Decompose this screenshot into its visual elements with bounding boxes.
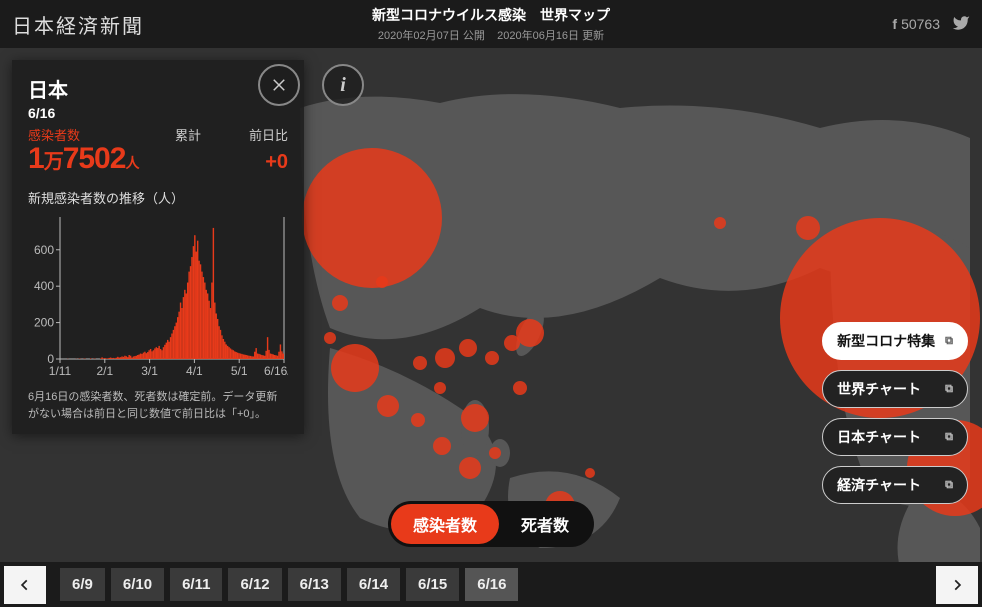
chevron-right-icon — [950, 578, 964, 592]
timeline-date[interactable]: 6/13 — [288, 568, 341, 601]
map-hotspot[interactable] — [459, 457, 481, 479]
facebook-share[interactable]: f 50763 — [892, 16, 940, 32]
map-hotspot[interactable] — [485, 351, 499, 365]
timeline-date[interactable]: 6/12 — [228, 568, 281, 601]
label-diff: 前日比 — [228, 125, 288, 144]
svg-text:600: 600 — [34, 243, 54, 257]
twitter-icon[interactable] — [952, 14, 970, 35]
side-nav-button[interactable]: 日本チャート⧉ — [822, 418, 968, 456]
header-center: 新型コロナウイルス感染 世界マップ 2020年02月07日 公開 2020年06… — [372, 5, 610, 43]
facebook-icon: f — [892, 16, 897, 32]
timeline-date[interactable]: 6/10 — [111, 568, 164, 601]
header-social: f 50763 — [892, 14, 970, 35]
timeline-next[interactable] — [936, 566, 978, 604]
facebook-count: 50763 — [901, 16, 940, 32]
map-hotspot[interactable] — [461, 404, 489, 432]
map-hotspot[interactable] — [377, 395, 399, 417]
num-prefix: 1 — [28, 142, 44, 175]
toggle-infected[interactable]: 感染者数 — [391, 504, 499, 544]
num-man: 万 — [44, 151, 63, 173]
side-nav-button[interactable]: 経済チャート⧉ — [822, 466, 968, 504]
map-hotspot[interactable] — [434, 382, 446, 394]
chevron-left-icon — [18, 578, 32, 592]
updated-date: 2020年06月16日 更新 — [497, 30, 604, 42]
info-icon: i — [340, 74, 346, 97]
num-rest: 7502 — [63, 142, 126, 175]
infected-diff: +0 — [265, 151, 288, 174]
close-button[interactable] — [258, 64, 300, 106]
timeline-date[interactable]: 6/11 — [170, 568, 222, 601]
side-nav-button[interactable]: 新型コロナ特集⧉ — [822, 322, 968, 360]
map-hotspot[interactable] — [411, 413, 425, 427]
side-nav-button[interactable]: 世界チャート⧉ — [822, 370, 968, 408]
svg-text:1/11: 1/11 — [49, 364, 72, 378]
metric-toggle: 感染者数 死者数 — [388, 501, 594, 547]
page-title: 新型コロナウイルス感染 世界マップ — [372, 5, 610, 25]
new-cases-chart: 02004006001/112/13/14/15/16/16/16 — [28, 211, 288, 381]
info-button[interactable]: i — [322, 64, 364, 106]
map-hotspot[interactable] — [324, 332, 336, 344]
external-link-icon: ⧉ — [945, 383, 953, 396]
map-hotspot[interactable] — [504, 335, 520, 351]
side-nav: 新型コロナ特集⧉ 世界チャート⧉ 日本チャート⧉ 経済チャート⧉ — [822, 322, 968, 504]
timeline-date[interactable]: 6/14 — [347, 568, 400, 601]
map-hotspot[interactable] — [332, 295, 348, 311]
panel-footnote: 6月16日の感染者数、死者数は確定前。データ更新がない場合は前日と同じ数値で前日… — [28, 389, 288, 422]
svg-text:3/1: 3/1 — [141, 364, 158, 378]
map-hotspot[interactable] — [585, 468, 595, 478]
external-link-icon: ⧉ — [945, 479, 953, 492]
panel-date: 6/16 — [28, 105, 288, 121]
map-hotspot[interactable] — [302, 148, 442, 288]
map-hotspot[interactable] — [433, 437, 451, 455]
published-date: 2020年02月07日 公開 — [378, 30, 485, 42]
page-subtitle: 2020年02月07日 公開 2020年06月16日 更新 — [372, 27, 610, 43]
top-bar: 日本経済新聞 新型コロナウイルス感染 世界マップ 2020年02月07日 公開 … — [0, 0, 982, 48]
timeline-dates: 6/96/106/116/126/136/146/156/16 — [60, 568, 518, 601]
timeline-date[interactable]: 6/15 — [406, 568, 459, 601]
map-hotspot[interactable] — [489, 447, 501, 459]
map-hotspot[interactable] — [516, 319, 544, 347]
svg-text:4/1: 4/1 — [186, 364, 203, 378]
timeline-date[interactable]: 6/9 — [60, 568, 105, 601]
map-hotspot[interactable] — [435, 348, 455, 368]
infected-total: 1万7502人 — [28, 142, 138, 176]
svg-text:2/1: 2/1 — [96, 364, 113, 378]
map-hotspot[interactable] — [331, 344, 379, 392]
close-icon — [270, 76, 288, 94]
date-timeline: 6/96/106/116/126/136/146/156/16 — [0, 562, 982, 607]
map-hotspot[interactable] — [376, 276, 388, 288]
map-hotspot[interactable] — [796, 216, 820, 240]
external-link-icon: ⧉ — [945, 335, 953, 348]
map-hotspot[interactable] — [714, 217, 726, 229]
svg-text:400: 400 — [34, 279, 54, 293]
label-cumulative: 累計 — [148, 125, 228, 144]
chart-title: 新規感染者数の推移（人） — [28, 188, 288, 207]
map-hotspot[interactable] — [513, 381, 527, 395]
svg-text:200: 200 — [34, 316, 54, 330]
svg-text:6/16/16: 6/16/16 — [264, 364, 288, 378]
timeline-date[interactable]: 6/16 — [465, 568, 518, 601]
country-name: 日本 — [28, 74, 288, 103]
map-hotspot[interactable] — [413, 356, 427, 370]
num-unit: 人 — [125, 155, 138, 171]
country-info-panel: 日本 6/16 感染者数 累計 前日比 1万7502人 +0 新規感染者数の推移… — [12, 60, 304, 434]
map-hotspot[interactable] — [459, 339, 477, 357]
toggle-deaths[interactable]: 死者数 — [499, 504, 591, 544]
logo[interactable]: 日本経済新聞 — [12, 10, 144, 39]
svg-text:5/1: 5/1 — [231, 364, 248, 378]
timeline-prev[interactable] — [4, 566, 46, 604]
external-link-icon: ⧉ — [945, 431, 953, 444]
